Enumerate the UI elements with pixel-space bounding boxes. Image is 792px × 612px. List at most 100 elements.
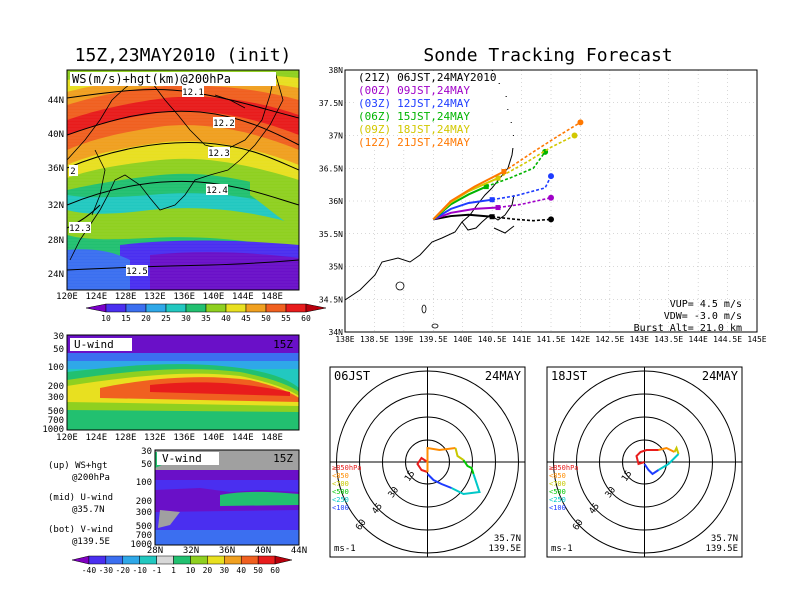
legend-bg — [356, 71, 516, 83]
polar-lat: 35.7N — [711, 534, 738, 544]
colorbar-swatch — [145, 303, 167, 313]
colorbar-swatch — [274, 555, 293, 565]
track-descent — [497, 134, 575, 179]
legend-entry: (09Z) 18JST,24MAY — [358, 123, 470, 136]
lat-label: 36N — [219, 546, 235, 556]
colorbar-swatch — [207, 555, 225, 565]
colorbar-swatch — [265, 303, 287, 313]
legend-text: 15JST,24MAY — [397, 110, 470, 123]
top-map-label: WS(m/s)+hgt(km)@200hPa — [72, 72, 231, 86]
lon-label: 140.5E — [478, 335, 507, 344]
fill-band — [67, 249, 130, 290]
legend-text: 18JST,24MAY — [397, 123, 470, 136]
hodograph-segment — [673, 445, 680, 455]
polar-unit: ms-1 — [334, 544, 356, 554]
polar-date: 24MAY — [702, 369, 739, 383]
legend-bg — [356, 136, 516, 148]
legend-tag: (03Z) — [358, 97, 391, 110]
hodograph-segment — [635, 449, 659, 466]
lat-label: 40N — [255, 546, 271, 556]
pressure-label: 100 — [48, 363, 64, 373]
lat-label: 35N — [329, 263, 344, 272]
lon-label: 148E — [261, 433, 283, 443]
pressure-label: 500 — [136, 522, 152, 532]
lon-label: 124E — [85, 433, 107, 443]
legend-tag: (00Z) — [358, 84, 391, 97]
colorbar-swatch — [173, 555, 191, 565]
u-wind-time: 15Z — [273, 338, 293, 351]
colorbar-label: 50 — [253, 566, 263, 575]
fill-band — [150, 252, 299, 290]
contour-label: 12.1 — [182, 88, 204, 98]
vup-text: VUP= 4.5 m/s — [670, 299, 742, 310]
colorbar-swatch — [224, 555, 242, 565]
pressure-legend-entry: <700 — [332, 480, 349, 488]
lat-label: 34.5N — [319, 295, 343, 304]
legend-bg — [356, 110, 516, 122]
pressure-label: 50 — [53, 345, 64, 355]
lon-label: 148E — [261, 292, 283, 302]
burst-point — [483, 184, 489, 190]
burst-point — [495, 175, 501, 181]
track-descent — [492, 215, 552, 222]
colorbar-swatch — [105, 303, 127, 313]
colorbar-label: 10 — [186, 566, 196, 575]
colorbar-label: 40 — [221, 314, 231, 323]
contour-label: 2 — [70, 167, 75, 177]
contour-line — [67, 110, 299, 146]
colorbar-swatch — [225, 303, 247, 313]
track-ascent — [433, 213, 493, 221]
colorbar-swatch — [245, 303, 267, 313]
lat-label: 32N — [48, 201, 64, 211]
lat-label: 24N — [48, 270, 64, 280]
colorbar-label: 30 — [219, 566, 229, 575]
lon-label: 132E — [144, 433, 166, 443]
lat-label: 44N — [48, 96, 64, 106]
lat-label: 37.5N — [319, 99, 343, 108]
lat-label: 34N — [329, 328, 344, 337]
burst-alt-text: Burst Alt= 21.0 km — [634, 323, 742, 334]
pressure-label: 200 — [136, 497, 152, 507]
lon-label: 144E — [232, 433, 254, 443]
legend-tag: (06Z) — [358, 110, 391, 123]
hodograph-segment — [657, 453, 680, 471]
legend-bg — [356, 84, 516, 96]
polar-time: 18JST — [551, 369, 587, 383]
burst-point — [501, 169, 507, 175]
note-mid-b: @35.7N — [72, 505, 105, 515]
contour-label: 12.2 — [213, 119, 235, 129]
polar-label-bg — [475, 369, 523, 382]
colorbar-label: 1 — [171, 566, 176, 575]
v-wind-label: V-wind — [162, 452, 202, 465]
colorbar-label: -20 — [116, 566, 131, 575]
lon-label: 143E — [630, 335, 649, 344]
colorbar-label: -10 — [132, 566, 147, 575]
lon-label: 144E — [689, 335, 708, 344]
u-wind-lon-labels: 120E 124E 128E 132E 136E 140E 144E 148E — [56, 433, 283, 443]
track-ascent — [432, 206, 499, 221]
polar-unit: ms-1 — [551, 544, 573, 554]
pressure-label: 50 — [141, 460, 152, 470]
fill-band — [250, 170, 299, 230]
lat-label: 38N — [329, 66, 344, 75]
colorbar-label: 15 — [121, 314, 131, 323]
legend-tag: (12Z) — [358, 136, 391, 149]
pressure-legend-entry: ≥850hPa — [549, 464, 579, 472]
landing-point — [548, 194, 554, 201]
burst-point — [489, 197, 495, 203]
lon-label: 120E — [56, 433, 78, 443]
pressure-legend-entry: <250 — [332, 496, 349, 504]
legend-text: 06JST,24MAY2010 — [397, 71, 496, 84]
pressure-label: 500 — [48, 407, 64, 417]
lon-label: 144.5E — [713, 335, 742, 344]
colorbar-swatch — [139, 555, 157, 565]
lon-label: 139E — [394, 335, 413, 344]
track-descent — [485, 151, 546, 188]
lon-label: 138.5E — [360, 335, 389, 344]
lon-label: 138E — [335, 335, 354, 344]
colorbar-label: 55 — [281, 314, 291, 323]
lon-label: 140E — [203, 292, 225, 302]
track-descent — [503, 121, 581, 173]
